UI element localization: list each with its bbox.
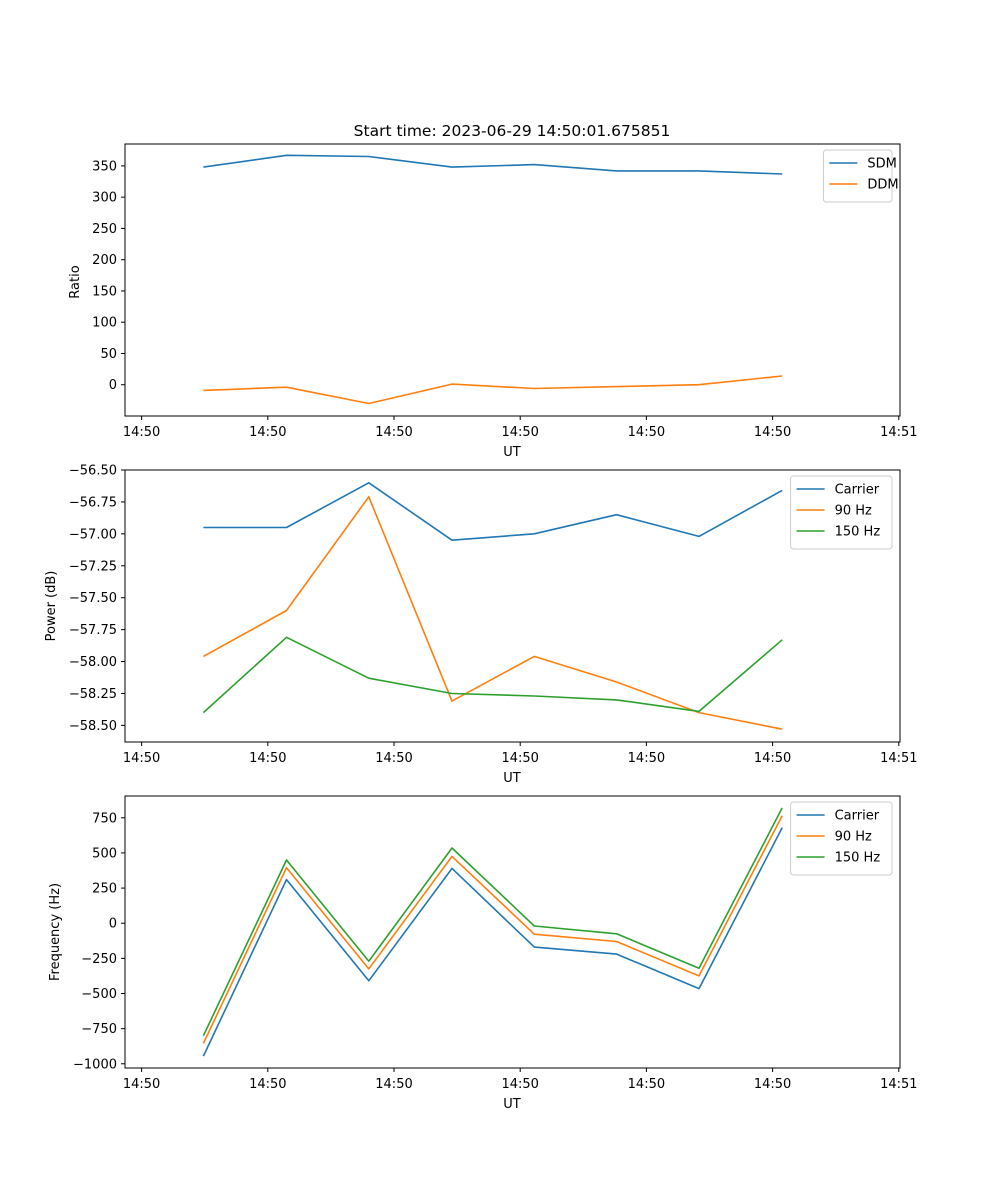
power-y-tick-label: −58.50 xyxy=(69,719,117,734)
power-plot-area: 14:50 14:50 14:50 14:50 14:50 14:50 14:51 −56.5… xyxy=(69,464,918,767)
ratio-x-tick-label: 14:51 xyxy=(880,425,917,440)
ratio-x-tick-label: 14:50 xyxy=(123,425,160,440)
frequency-x-tick-label: 14:50 xyxy=(123,1077,160,1092)
ratio-x-tick-label: 14:50 xyxy=(249,425,286,440)
ratio-panel: Start time: 2023-06-29 14:50:01.675851 1… xyxy=(68,122,918,460)
power-y-tick-label: −57.75 xyxy=(69,623,117,638)
power-series-line-1 xyxy=(203,495,783,730)
frequency-plot-frame xyxy=(124,795,901,1069)
frequency-series-line-1 xyxy=(202,815,783,1044)
frequency-y-tick-label: 750 xyxy=(92,811,117,826)
ratio-plot-area: 14:50 14:50 14:50 14:50 14:50 14:50 14:51 0 50 10… xyxy=(92,143,918,440)
power-x-axis-label: UT xyxy=(503,771,521,786)
frequency-legend: Carrier 90 Hz 150 Hz xyxy=(790,801,893,876)
frequency-y-axis-label: Frequency (Hz) xyxy=(48,883,63,981)
ratio-y-tick-label: 200 xyxy=(92,253,117,268)
frequency-x-tick-label: 14:50 xyxy=(628,1077,665,1092)
power-series-line-2 xyxy=(202,636,783,714)
ratio-y-tick-label: 250 xyxy=(92,222,117,237)
frequency-y-tick-label: −250 xyxy=(81,952,117,967)
power-legend-label-1: 90 Hz xyxy=(835,504,872,519)
frequency-y-tick-label: −750 xyxy=(81,1022,117,1037)
power-x-tick-label: 14:50 xyxy=(123,751,160,766)
power-y-tick-label: −58.25 xyxy=(69,687,117,702)
power-y-tick-label: −58.00 xyxy=(69,655,117,670)
frequency-y-tick-label: 0 xyxy=(109,917,117,932)
ratio-y-axis-label: Ratio xyxy=(68,265,83,298)
frequency-x-axis-label: UT xyxy=(503,1097,521,1112)
frequency-legend-label-1: 90 Hz xyxy=(835,830,872,845)
ratio-x-tick-label: 14:50 xyxy=(501,425,538,440)
frequency-x-tick-label: 14:51 xyxy=(880,1077,917,1092)
frequency-y-tick-label: 250 xyxy=(92,882,117,897)
ratio-series-line-0 xyxy=(203,154,783,175)
power-x-tick-label: 14:50 xyxy=(628,751,665,766)
ratio-x-axis-label: UT xyxy=(503,445,521,460)
frequency-series-line-0 xyxy=(202,827,783,1057)
frequency-plot-area: 14:50 14:50 14:50 14:50 14:50 14:50 14:51 750 50… xyxy=(73,795,918,1092)
power-x-tick-label: 14:50 xyxy=(501,751,538,766)
power-y-tick-label: −57.50 xyxy=(69,591,117,606)
ratio-y-tick-label: 150 xyxy=(92,284,117,299)
power-y-tick-label: −56.75 xyxy=(69,495,117,510)
frequency-panel: 14:50 14:50 14:50 14:50 14:50 14:50 14:51 750 50… xyxy=(48,795,918,1112)
ratio-legend-label-1: DDM xyxy=(867,178,898,193)
power-y-tick-label: −57.00 xyxy=(69,527,117,542)
power-legend-label-0: Carrier xyxy=(835,483,880,498)
frequency-x-tick-label: 14:50 xyxy=(375,1077,412,1092)
frequency-x-tick-label: 14:50 xyxy=(249,1077,286,1092)
ratio-y-tick-label: 350 xyxy=(92,159,117,174)
ratio-legend-label-0: SDM xyxy=(867,157,896,172)
ratio-y-tick-label: 0 xyxy=(109,378,117,393)
power-series-line-0 xyxy=(203,481,783,542)
ratio-x-tick-label: 14:50 xyxy=(628,425,665,440)
frequency-x-tick-label: 14:50 xyxy=(501,1077,538,1092)
power-x-tick-label: 14:50 xyxy=(375,751,412,766)
frequency-y-tick-label: 500 xyxy=(92,846,117,861)
power-x-tick-label: 14:50 xyxy=(754,751,791,766)
frequency-x-tick-label: 14:50 xyxy=(754,1077,791,1092)
ratio-plot-frame xyxy=(124,143,901,417)
power-panel: 14:50 14:50 14:50 14:50 14:50 14:50 14:51 −56.5… xyxy=(44,464,918,787)
power-x-tick-label: 14:50 xyxy=(249,751,286,766)
power-legend-label-2: 150 Hz xyxy=(835,525,881,540)
ratio-series-line-1 xyxy=(203,375,783,405)
ratio-x-tick-label: 14:50 xyxy=(754,425,791,440)
ratio-legend: SDM DDM xyxy=(822,149,899,203)
frequency-legend-label-2: 150 Hz xyxy=(835,851,881,866)
frequency-legend-label-0: Carrier xyxy=(835,809,880,824)
power-y-tick-label: −56.50 xyxy=(69,464,117,479)
ratio-y-tick-label: 100 xyxy=(92,316,117,331)
frequency-y-tick-label: −500 xyxy=(81,987,117,1002)
frequency-series-line-2 xyxy=(202,807,783,1037)
frequency-y-tick-label: −1000 xyxy=(73,1057,117,1072)
power-legend: Carrier 90 Hz 150 Hz xyxy=(790,475,893,550)
ratio-x-tick-label: 14:50 xyxy=(375,425,412,440)
power-x-tick-label: 14:51 xyxy=(880,751,917,766)
ratio-y-tick-label: 50 xyxy=(100,347,117,362)
chart-title: Start time: 2023-06-29 14:50:01.675851 xyxy=(354,122,671,140)
power-y-axis-label: Power (dB) xyxy=(44,571,59,642)
power-y-tick-label: −57.25 xyxy=(69,559,117,574)
power-plot-frame xyxy=(124,469,901,743)
ratio-y-tick-label: 300 xyxy=(92,191,117,206)
